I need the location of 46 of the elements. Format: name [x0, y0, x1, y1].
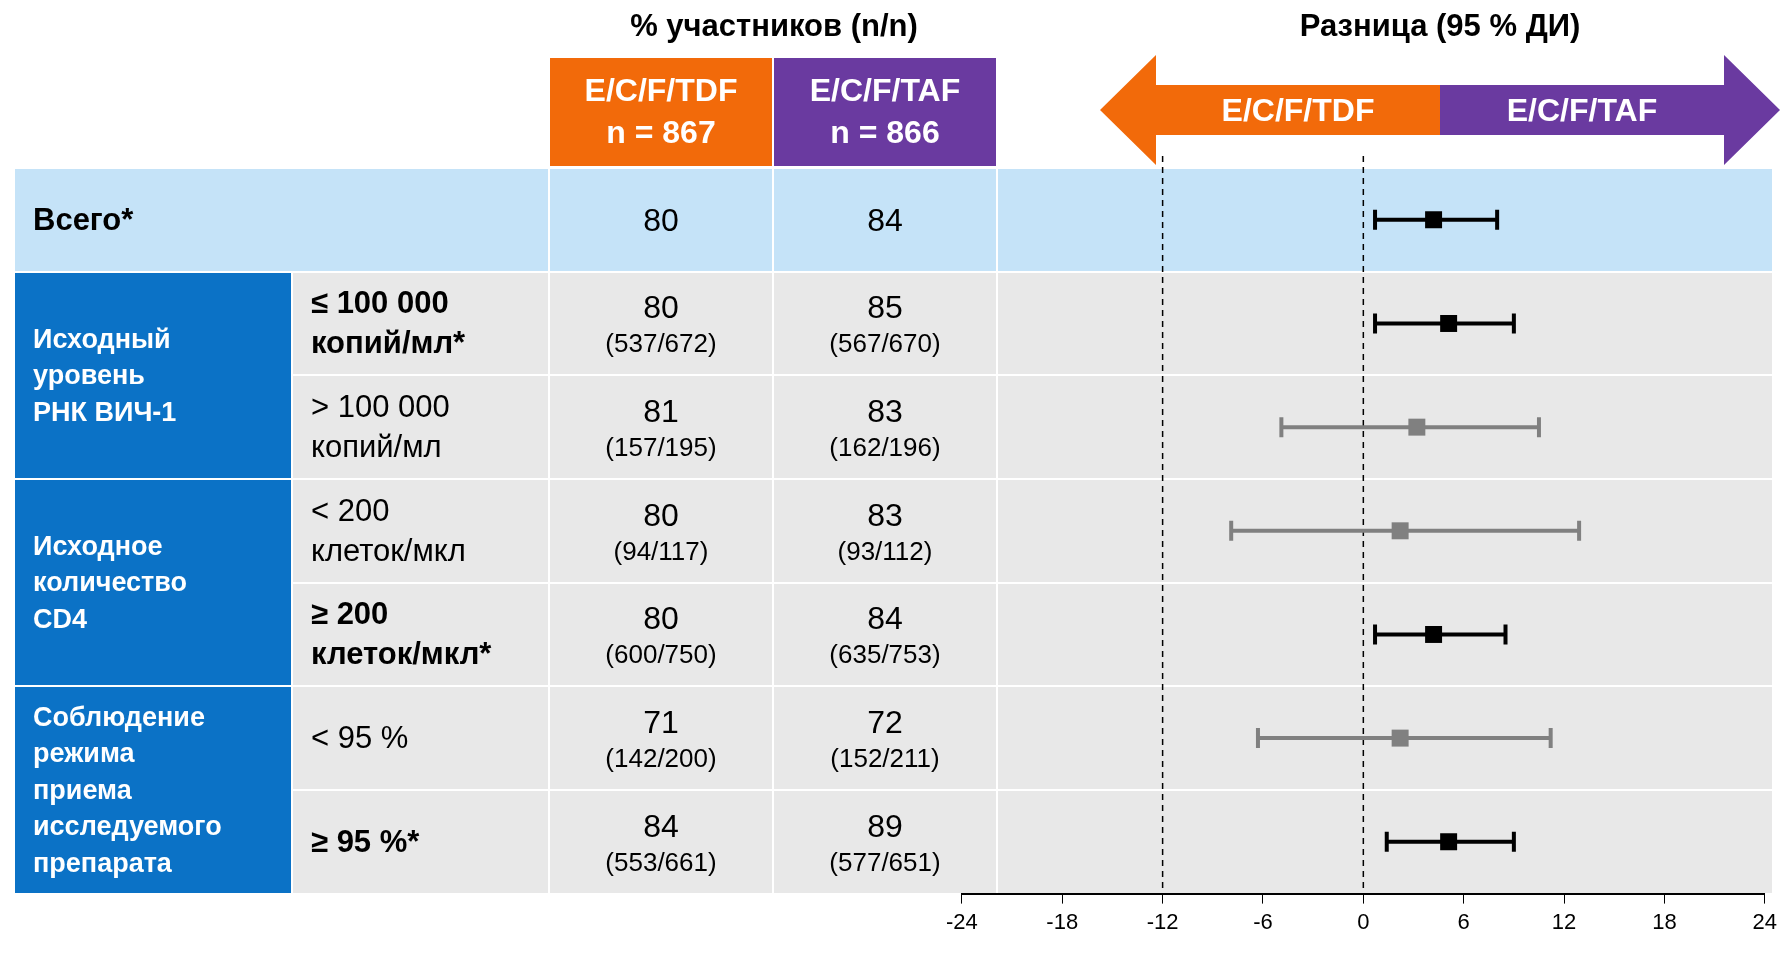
data-label: 81 (157/195) [605, 391, 717, 464]
category-label: < 200 клеток/мкл [293, 479, 548, 582]
data-label: 72 (152/211) [830, 702, 940, 775]
text: Исходный уровень РНК ВИЧ-1 [15, 272, 291, 478]
text: E/C/F/TAF n = 866 [774, 58, 996, 166]
data-label: 85 (567/670) [829, 288, 941, 360]
chart-title: Разница (95 % ДИ) [1298, 8, 1582, 44]
point [1391, 522, 1409, 540]
point [1391, 729, 1409, 747]
text: % участников (n/n) [629, 8, 919, 44]
x-tick-label: -24 [946, 908, 978, 934]
category-label: ≥ 200 клеток/мкл* [293, 583, 548, 686]
data-label: 83 (93/112) [837, 495, 933, 568]
data-label: 80 (94/117) [613, 495, 709, 568]
data-label: 84 (553/661) [605, 806, 717, 879]
x-tick-label: 6 [1457, 908, 1470, 934]
x-tick-label: 24 [1752, 908, 1778, 934]
x-tick-label: 18 [1652, 908, 1677, 934]
x-tick-label: -12 [1146, 908, 1179, 934]
point [1425, 625, 1443, 643]
text: Соблюдение режима приема исследуемого препарата [15, 687, 291, 893]
point [1440, 833, 1458, 851]
category-label: < 95 % [293, 687, 548, 789]
data-label: 71 (142/200) [605, 702, 717, 775]
x-tick-label: 12 [1551, 908, 1577, 934]
data-label: 83 (162/196) [829, 391, 941, 464]
data-label: 89 (577/651) [829, 806, 941, 879]
x-tick-label: -18 [1046, 908, 1079, 934]
text: E/C/F/TDF n = 867 [550, 58, 772, 166]
category-label: ≤ 100 000 копий/мл* [293, 272, 548, 375]
data-label: 80 (537/672) [605, 288, 717, 360]
category-label: ≥ 95 %* [293, 790, 548, 893]
x-tick-label: 0 [1357, 908, 1370, 934]
point [1425, 211, 1443, 229]
category-label: Всего* [15, 169, 548, 271]
data-label: 80 [643, 200, 679, 240]
text: Исходное количество CD4 [15, 479, 291, 686]
x-tick-label: -6 [1253, 908, 1273, 934]
data-label: 84 (635/753) [829, 599, 941, 671]
text: E/C/F/TDF [1220, 90, 1376, 130]
point [1408, 418, 1426, 436]
data-label: 80 (600/750) [605, 599, 717, 671]
point [1440, 315, 1458, 332]
text: E/C/F/TAF [1505, 90, 1659, 130]
category-label: > 100 000 копий/мл [293, 376, 548, 478]
data-label: 84 [867, 200, 903, 240]
